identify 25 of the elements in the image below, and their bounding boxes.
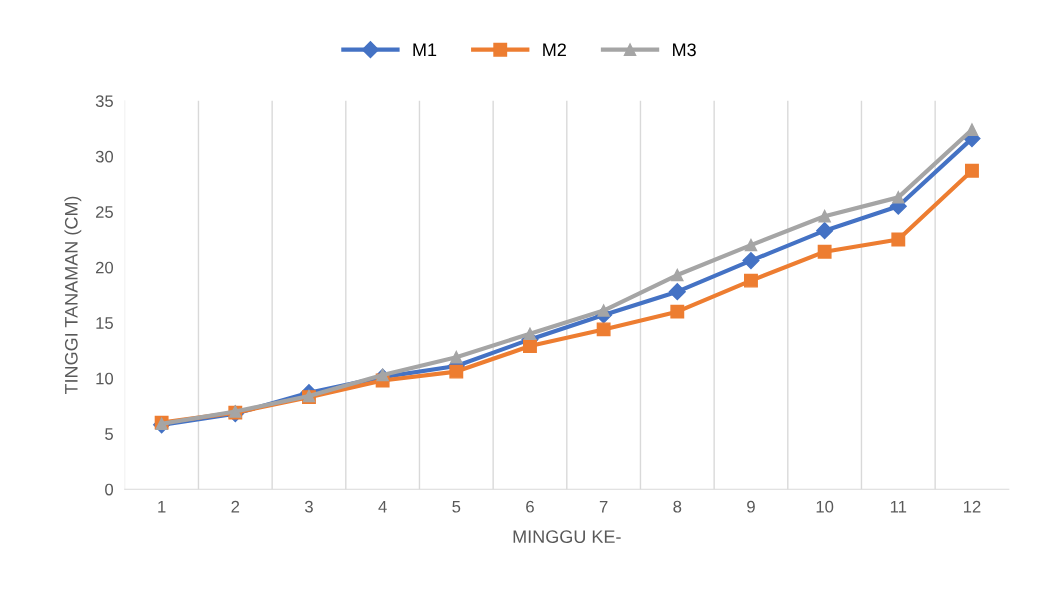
y-tick-label: 30 (95, 150, 114, 163)
x-tick-label: 4 (378, 500, 387, 513)
x-tick-label: 7 (599, 500, 608, 513)
x-tick-label: 8 (673, 500, 682, 513)
y-tick-label: 35 (95, 95, 113, 108)
y-tick-label: 20 (95, 261, 114, 274)
x-tick-label: 12 (963, 500, 981, 513)
y-tick-label: 15 (96, 317, 113, 329)
x-tick-label: 9 (747, 500, 755, 513)
x-tick-label: 2 (231, 500, 240, 513)
x-tick-label: 5 (452, 500, 461, 513)
x-axis-title: MINGGU KE- (513, 530, 621, 544)
y-tick-label: 0 (105, 483, 114, 496)
y-tick-label: 5 (105, 428, 113, 440)
x-tick-label: 6 (526, 500, 534, 513)
legend-label: M3 (673, 43, 696, 57)
x-tick-label: 10 (816, 500, 834, 513)
x-tick-label: 11 (890, 500, 907, 513)
x-tick-label: 1 (158, 500, 166, 513)
legend-label: M1 (413, 43, 437, 57)
x-tick-label: 3 (304, 500, 313, 513)
y-axis-title: TINGGI TANAMAN (CM) (64, 196, 82, 395)
legend-label: M2 (543, 43, 566, 57)
y-tick-label: 25 (95, 206, 113, 218)
y-tick-label: 10 (96, 372, 114, 385)
